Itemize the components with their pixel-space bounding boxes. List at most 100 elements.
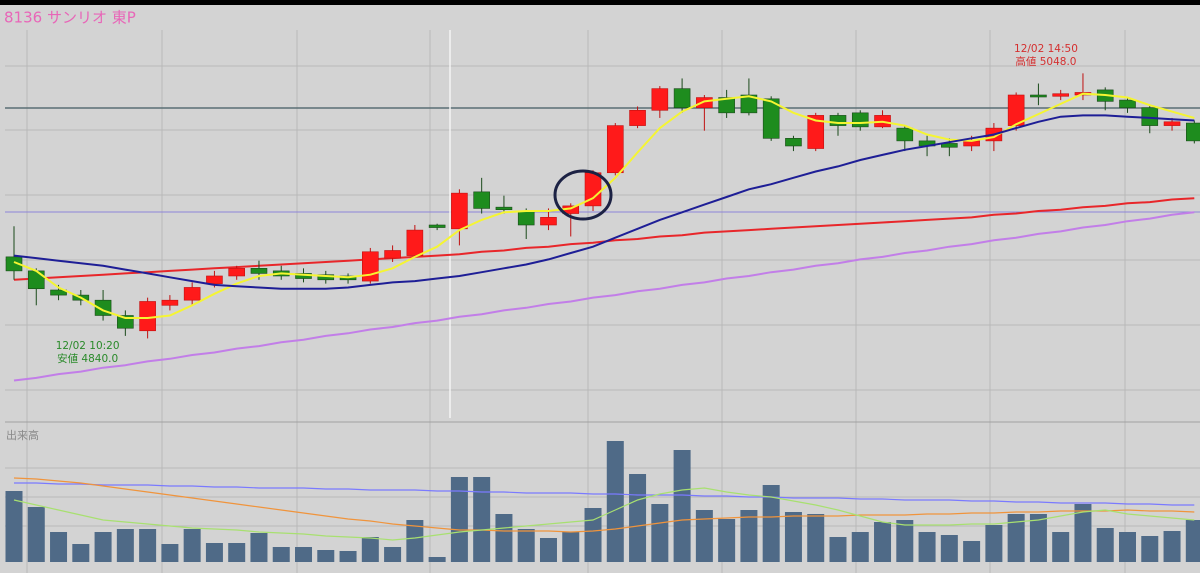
candle-body bbox=[651, 88, 669, 111]
candle-body bbox=[785, 138, 802, 147]
candle-body bbox=[183, 287, 201, 301]
candle-body bbox=[1030, 94, 1047, 98]
volume-bar bbox=[851, 532, 869, 562]
volume-bar bbox=[495, 514, 513, 562]
candle-body bbox=[362, 251, 379, 282]
volume-bar bbox=[807, 514, 825, 562]
volume-bar bbox=[896, 520, 914, 562]
volume-bar bbox=[673, 450, 691, 562]
candle-body bbox=[451, 192, 468, 230]
volume-bar bbox=[272, 547, 290, 562]
volume-bar bbox=[1052, 532, 1070, 562]
volume-bar bbox=[1163, 531, 1181, 562]
chart-title: 8136 サンリオ 東P bbox=[4, 9, 136, 27]
candle-body bbox=[896, 127, 914, 142]
volume-bar bbox=[539, 538, 557, 562]
volume-bar bbox=[361, 537, 379, 562]
highlight-circle bbox=[553, 169, 613, 221]
volume-bar bbox=[918, 532, 936, 562]
volume-bar bbox=[5, 491, 23, 562]
candle-body bbox=[829, 115, 847, 126]
volume-bar bbox=[72, 544, 90, 562]
volume-bar bbox=[139, 529, 157, 562]
candle-body bbox=[384, 250, 401, 259]
volume-bar bbox=[606, 441, 624, 562]
candle-body bbox=[517, 210, 535, 226]
background bbox=[0, 5, 1200, 573]
volume-bar bbox=[1185, 520, 1200, 562]
volume-bar bbox=[183, 529, 201, 562]
volume-bar bbox=[1074, 504, 1092, 562]
volume-bar bbox=[116, 529, 134, 562]
candle-body bbox=[696, 97, 713, 109]
line bbox=[13, 92, 1195, 319]
annotation: 12/02 10:20 bbox=[56, 340, 120, 352]
candle-body bbox=[629, 109, 646, 126]
volume-bar bbox=[584, 508, 602, 562]
volume-bar bbox=[651, 504, 669, 562]
volume-bar bbox=[295, 547, 313, 562]
volume-bar bbox=[562, 532, 580, 562]
volume-bar bbox=[50, 532, 68, 562]
candle-body bbox=[27, 270, 45, 290]
candle-body bbox=[406, 229, 424, 256]
candle-body bbox=[807, 115, 825, 149]
volume-bar bbox=[1096, 528, 1114, 562]
grid bbox=[5, 30, 1200, 573]
volume-bar bbox=[762, 485, 780, 562]
candle-body bbox=[206, 275, 223, 284]
volume-bar bbox=[740, 510, 758, 562]
volume-bar bbox=[985, 525, 1003, 562]
volume-bar bbox=[27, 507, 45, 562]
candle-body bbox=[740, 94, 758, 114]
candle-body bbox=[428, 224, 446, 228]
volume-bar bbox=[317, 550, 335, 562]
volume-bar bbox=[1141, 536, 1159, 562]
candle-body bbox=[606, 125, 624, 174]
candle-body bbox=[50, 289, 67, 296]
volume-bar bbox=[94, 532, 112, 562]
candle-body bbox=[540, 217, 557, 226]
candle-body bbox=[762, 98, 780, 139]
line bbox=[14, 482, 1195, 506]
annotation: 安値 4840.0 bbox=[57, 352, 118, 365]
volume-bar bbox=[205, 543, 223, 562]
candle-body bbox=[161, 299, 179, 306]
annotation: 12/02 14:50 bbox=[1014, 43, 1078, 55]
volume-bar bbox=[940, 535, 958, 562]
line bbox=[13, 477, 1195, 533]
candle-body bbox=[1119, 99, 1136, 109]
volume-bar bbox=[228, 543, 246, 562]
pane-title: 出来高 bbox=[6, 428, 39, 442]
annotation: 高値 5048.0 bbox=[1015, 55, 1076, 68]
volume-bar bbox=[1119, 532, 1136, 562]
volume-bar bbox=[384, 547, 402, 562]
volume-bar bbox=[829, 537, 847, 562]
volume-bar bbox=[339, 551, 357, 562]
candle-body bbox=[139, 301, 156, 332]
volume-bar bbox=[473, 477, 491, 562]
candle-body bbox=[1186, 122, 1200, 142]
volume-bar bbox=[450, 477, 468, 562]
volume-bar bbox=[428, 557, 446, 562]
volume-pane bbox=[5, 441, 1200, 562]
candle-body bbox=[473, 191, 490, 209]
candle-body bbox=[851, 112, 869, 128]
line bbox=[13, 487, 1195, 541]
volume-bar bbox=[1007, 514, 1025, 562]
candle-body bbox=[5, 256, 23, 272]
volume-bar bbox=[517, 529, 535, 562]
volume-bar bbox=[406, 520, 424, 562]
candle-body bbox=[1007, 94, 1025, 126]
candle-body bbox=[718, 97, 735, 114]
volume-bar bbox=[250, 533, 268, 562]
candle-body bbox=[1052, 93, 1069, 97]
volume-bar bbox=[629, 474, 647, 562]
volume-bar bbox=[718, 519, 736, 562]
volume-bar bbox=[963, 541, 981, 562]
volume-bar bbox=[784, 512, 802, 562]
candle-body bbox=[673, 88, 691, 109]
